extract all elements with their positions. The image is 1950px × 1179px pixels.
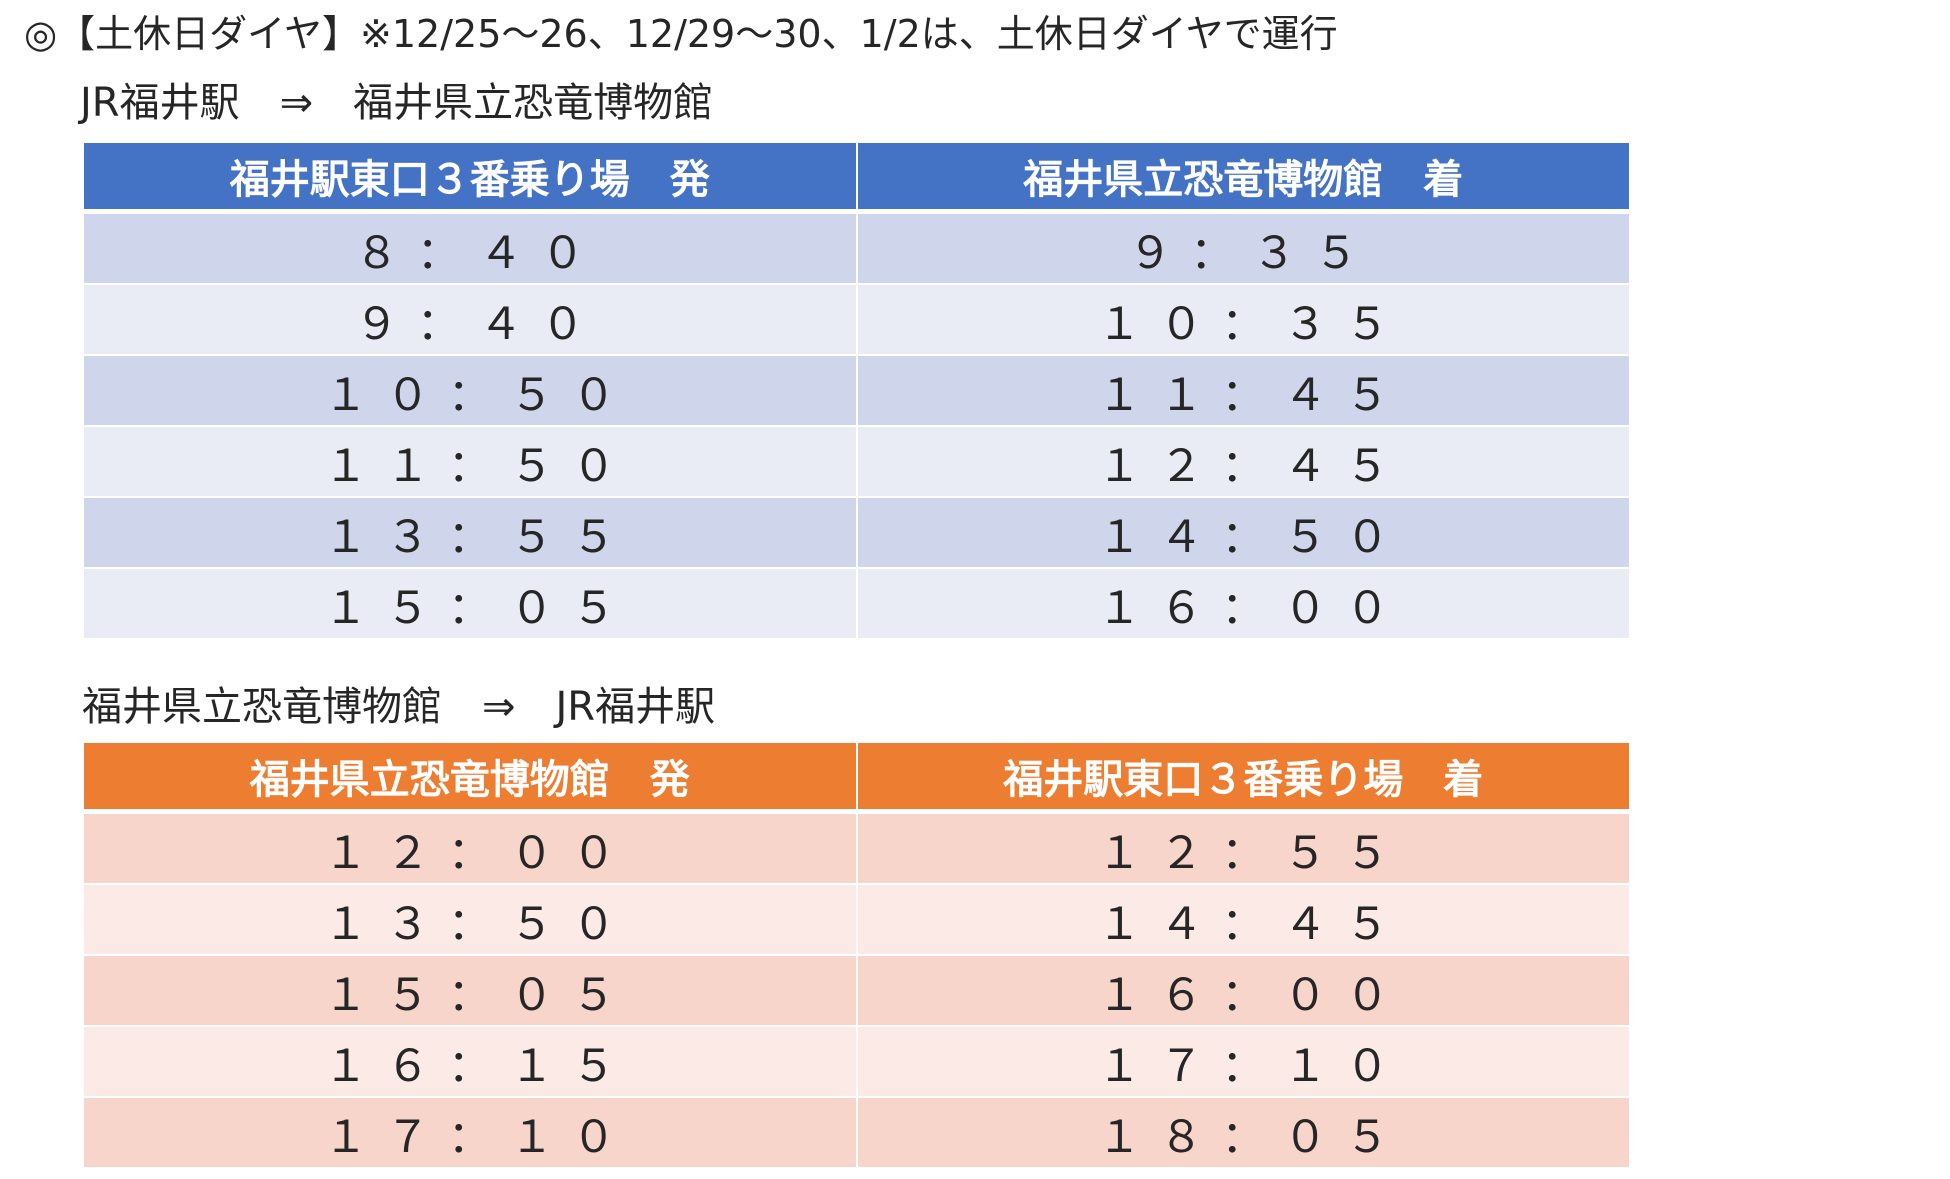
arrival-time-cell: １６：００	[855, 567, 1631, 638]
column-header-arrival: 福井県立恐竜博物館 着	[855, 143, 1631, 214]
arrival-time-cell: １０：３５	[855, 283, 1631, 355]
departure-time-cell: １７：１０	[82, 1096, 858, 1167]
table-row: １０：５０ １１：４５	[82, 354, 1631, 426]
departure-time-cell: １３：５５	[82, 496, 858, 568]
arrival-time-cell: ９：３５	[855, 210, 1631, 284]
table-row: １３：５５ １４：５０	[82, 496, 1631, 568]
arrival-time-cell: １１：４５	[855, 354, 1631, 426]
arrival-time-cell: １６：００	[855, 954, 1631, 1026]
section-title-outbound: JR福井駅 ⇒ 福井県立恐竜博物館	[80, 80, 714, 126]
page-title: ◎【土休日ダイヤ】※12/25〜26、12/29〜30、1/2は、土休日ダイヤで…	[24, 12, 1338, 56]
timetable-outbound: 福井駅東口３番乗り場 発 福井県立恐竜博物館 着 ８：４０ ９：３５ ９：４０ …	[82, 143, 1631, 638]
arrival-time-cell: １２：５５	[855, 810, 1631, 884]
departure-time-cell: １６：１５	[82, 1025, 858, 1097]
table-header-row: 福井駅東口３番乗り場 発 福井県立恐竜博物館 着	[82, 143, 1631, 214]
column-header-departure: 福井県立恐竜博物館 発	[82, 743, 858, 814]
table-row: １１：５０ １２：４５	[82, 425, 1631, 497]
arrival-time-cell: １７：１０	[855, 1025, 1631, 1097]
column-header-departure: 福井駅東口３番乗り場 発	[82, 143, 858, 214]
departure-time-cell: １３：５０	[82, 883, 858, 955]
departure-time-cell: １０：５０	[82, 354, 858, 426]
departure-time-cell: １１：５０	[82, 425, 858, 497]
table-row: １２：００ １２：５５	[82, 810, 1631, 884]
arrival-time-cell: １４：４５	[855, 883, 1631, 955]
arrival-time-cell: １２：４５	[855, 425, 1631, 497]
departure-time-cell: ８：４０	[82, 210, 858, 284]
table-row: ９：４０ １０：３５	[82, 283, 1631, 355]
departure-time-cell: ９：４０	[82, 283, 858, 355]
table-row: １６：１５ １７：１０	[82, 1025, 1631, 1097]
table-row: １５：０５ １６：００	[82, 954, 1631, 1026]
table-row: １５：０５ １６：００	[82, 567, 1631, 638]
departure-time-cell: １５：０５	[82, 567, 858, 638]
timetable-return: 福井県立恐竜博物館 発 福井駅東口３番乗り場 着 １２：００ １２：５５ １３：…	[82, 743, 1631, 1167]
arrival-time-cell: １４：５０	[855, 496, 1631, 568]
table-row: １３：５０ １４：４５	[82, 883, 1631, 955]
arrival-time-cell: １８：０５	[855, 1096, 1631, 1167]
column-header-arrival: 福井駅東口３番乗り場 着	[855, 743, 1631, 814]
table-row: ８：４０ ９：３５	[82, 210, 1631, 284]
table-row: １７：１０ １８：０５	[82, 1096, 1631, 1167]
departure-time-cell: １２：００	[82, 810, 858, 884]
table-header-row: 福井県立恐竜博物館 発 福井駅東口３番乗り場 着	[82, 743, 1631, 814]
departure-time-cell: １５：０５	[82, 954, 858, 1026]
section-title-return: 福井県立恐竜博物館 ⇒ JR福井駅	[82, 684, 716, 730]
